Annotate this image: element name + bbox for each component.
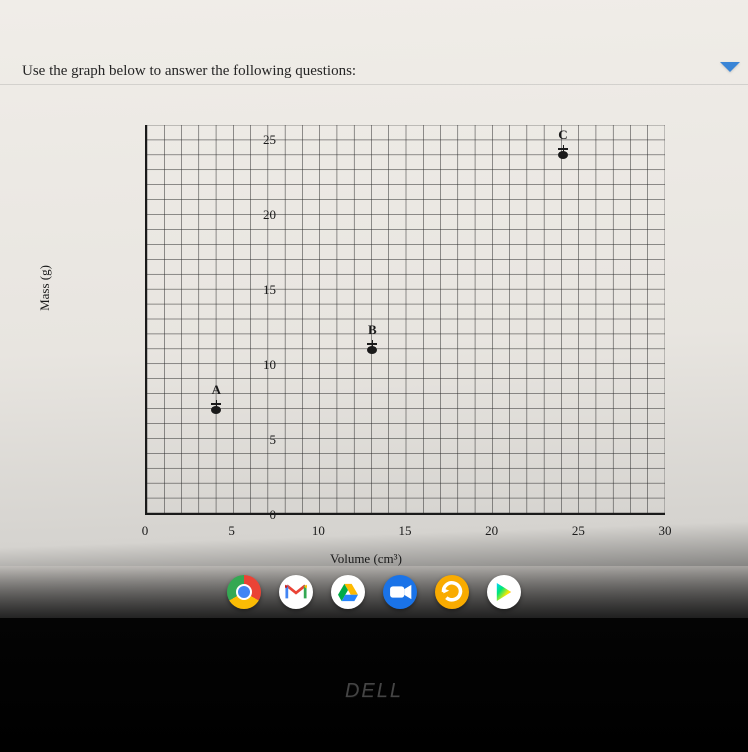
document-header: Use the graph below to answer the follow… <box>0 0 748 85</box>
x-tick-label: 0 <box>142 523 149 539</box>
y-tick-label: 0 <box>246 507 276 523</box>
x-tick-label: 30 <box>659 523 672 539</box>
taskbar <box>0 566 748 618</box>
device-logo: DELL <box>345 680 403 703</box>
point-label-C: C <box>558 127 567 143</box>
x-tick-label: 20 <box>485 523 498 539</box>
y-tick-label: 10 <box>246 357 276 373</box>
drive-icon[interactable] <box>331 575 365 609</box>
x-axis-label: Volume (cm³) <box>330 551 402 567</box>
chart: Mass (g) Volume (cm³) ABC 05101520250510… <box>50 105 708 618</box>
point-htick-A <box>211 403 221 405</box>
point-label-A: A <box>212 382 221 398</box>
y-axis-label: Mass (g) <box>37 265 53 311</box>
y-tick-label: 5 <box>246 432 276 448</box>
duo-icon[interactable] <box>383 575 417 609</box>
y-tick-label: 25 <box>246 132 276 148</box>
x-tick-label: 10 <box>312 523 325 539</box>
screen: Use the graph below to answer the follow… <box>0 0 748 618</box>
gmail-icon[interactable] <box>279 575 313 609</box>
x-tick-label: 25 <box>572 523 585 539</box>
y-tick-label: 20 <box>246 207 276 223</box>
prompt-text: Use the graph below to answer the follow… <box>22 63 356 80</box>
x-tick-label: 5 <box>228 523 235 539</box>
point-htick-B <box>367 343 377 345</box>
x-tick-label: 15 <box>399 523 412 539</box>
plot-area: A B C <box>145 125 665 515</box>
chrome-icon[interactable] <box>227 575 261 609</box>
back-icon[interactable] <box>435 575 469 609</box>
point-htick-C <box>558 148 568 150</box>
point-label-B: B <box>368 322 377 338</box>
y-tick-label: 15 <box>246 282 276 298</box>
grid <box>147 125 665 513</box>
play-icon[interactable] <box>487 575 521 609</box>
